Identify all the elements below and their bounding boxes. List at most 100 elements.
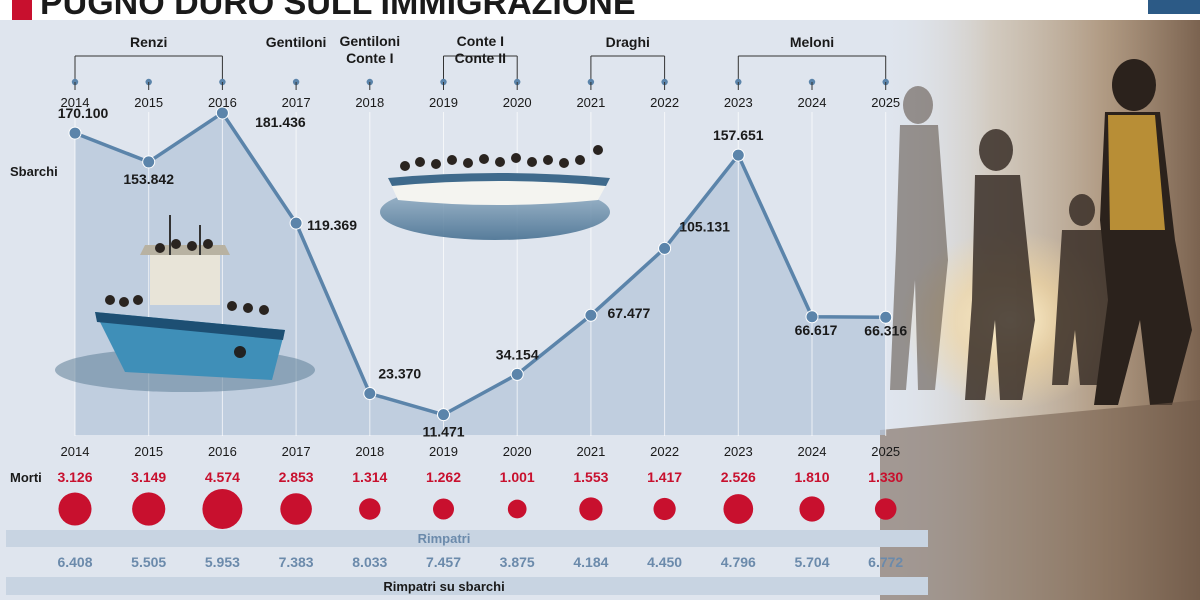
- sbarchi-line: [74, 111, 886, 417]
- gov-label-4: Draghi: [606, 34, 650, 50]
- sbarchi-value-2019: 11.471: [422, 424, 464, 440]
- morti-value-2025: 1.330: [868, 469, 903, 485]
- rimpatri-value-2015: 5.505: [131, 554, 166, 570]
- rubber-boat-illustration: [380, 145, 610, 240]
- sbarchi-point-2022: [658, 241, 672, 255]
- migrants-photo: [880, 20, 1200, 600]
- sbarchi-point-2018: [363, 387, 377, 401]
- sbarchi-point-2015: [142, 155, 156, 169]
- sbarchi-value-2025: 66.316: [864, 322, 907, 338]
- year-label-bottom-2018: 2018: [355, 444, 384, 459]
- morti-bubble-2022: [653, 497, 676, 521]
- gov-label-5: Meloni: [790, 34, 834, 50]
- morti-bubble-2018: [359, 498, 381, 520]
- sbarchi-point-2020: [510, 367, 524, 381]
- morti-bubble-2023: [723, 494, 754, 524]
- morti-value-2014: 3.126: [57, 469, 92, 485]
- year-label-bottom-2022: 2022: [650, 444, 679, 459]
- morti-value-2020: 1.001: [500, 469, 535, 485]
- year-label-bottom-2021: 2021: [576, 444, 605, 459]
- sbarchi-point-2024: [805, 310, 819, 324]
- title-accent: [12, 0, 32, 20]
- morti-bubble-2016: [202, 489, 243, 529]
- morti-value-2015: 3.149: [131, 469, 166, 485]
- year-label-top-2020: 2020: [503, 95, 532, 110]
- sbarchi-value-2023: 157.651: [713, 127, 764, 143]
- morti-value-2022: 1.417: [647, 469, 682, 485]
- rimpatri-value-2019: 7.457: [426, 554, 461, 570]
- sbarchi-value-2018: 23.370: [378, 366, 421, 382]
- rimpatri-band: [6, 530, 928, 547]
- sbarchi-point-2021: [584, 308, 598, 322]
- year-label-top-2023: 2023: [724, 95, 753, 110]
- sbarchi-value-2014: 170.100: [58, 105, 109, 121]
- gov-label-1: Gentiloni: [266, 34, 327, 50]
- series-label-sbarchi: Sbarchi: [10, 164, 58, 179]
- ratio-band-label: Rimpatri su sbarchi: [383, 579, 504, 594]
- rimpatri-value-2022: 4.450: [647, 554, 682, 570]
- morti-bubble-2024: [799, 496, 825, 522]
- sbarchi-point-2016: [215, 106, 229, 120]
- ratio-band: [6, 577, 928, 595]
- year-label-top-2014: 2014: [61, 95, 90, 110]
- year-label-top-2018: 2018: [355, 95, 384, 110]
- morti-bubble-2020: [507, 499, 527, 519]
- morti-value-2021: 1.553: [573, 469, 608, 485]
- migrant-boat-illustration: [55, 215, 315, 392]
- sbarchi-point-2019: [437, 408, 450, 422]
- rimpatri-value-2024: 5.704: [794, 554, 829, 570]
- sbarchi-point-2023: [731, 148, 745, 162]
- year-label-bottom-2017: 2017: [282, 444, 311, 459]
- sbarchi-point-2017: [289, 216, 303, 230]
- year-label-top-2017: 2017: [282, 95, 311, 110]
- sbarchi-value-2024: 66.617: [795, 322, 838, 338]
- series-label-rimpatri: Rimpatri: [418, 531, 471, 546]
- sbarchi-value-2021: 67.477: [607, 305, 650, 321]
- sbarchi-value-2016: 181.436: [255, 114, 306, 130]
- rimpatri-value-2018: 8.033: [352, 554, 387, 570]
- year-label-top-2019: 2019: [429, 95, 458, 110]
- sbarchi-point-2014: [68, 126, 82, 140]
- morti-bubble-2021: [579, 497, 603, 521]
- rimpatri-value-2016: 5.953: [205, 554, 240, 570]
- morti-value-2018: 1.314: [352, 469, 387, 485]
- year-label-top-2021: 2021: [576, 95, 605, 110]
- year-label-top-2025: 2025: [871, 95, 900, 110]
- morti-value-2024: 1.810: [794, 469, 829, 485]
- morti-bubble-2025: [874, 498, 897, 520]
- sbarchi-point-2025: [879, 310, 893, 324]
- page-title: PUGNO DURO SULL'IMMIGRAZIONE: [40, 0, 636, 22]
- rimpatri-value-2023: 4.796: [721, 554, 756, 570]
- series-label-morti: Morti: [10, 470, 42, 485]
- gov-label-2: Gentiloni Conte I: [339, 33, 400, 66]
- rimpatri-value-2014: 6.408: [57, 554, 92, 570]
- morti-value-2019: 1.262: [426, 469, 461, 485]
- morti-bubble-2014: [58, 492, 92, 526]
- morti-bubble-2019: [432, 498, 455, 520]
- morti-bubble-2015: [132, 492, 166, 526]
- year-label-top-2024: 2024: [798, 95, 827, 110]
- rimpatri-value-2020: 3.875: [500, 554, 535, 570]
- year-label-bottom-2015: 2015: [134, 444, 163, 459]
- gov-label-0: Renzi: [130, 34, 167, 50]
- year-label-bottom-2019: 2019: [429, 444, 458, 459]
- year-label-bottom-2014: 2014: [61, 444, 90, 459]
- sbarchi-value-2020: 34.154: [496, 346, 539, 362]
- morti-value-2016: 4.574: [205, 469, 240, 485]
- sbarchi-value-2017: 119.369: [307, 217, 357, 233]
- year-label-top-2015: 2015: [134, 95, 163, 110]
- rimpatri-value-2017: 7.383: [279, 554, 314, 570]
- sbarchi-value-2022: 105.131: [679, 218, 730, 234]
- rimpatri-value-2025: 6.772: [868, 554, 903, 570]
- morti-value-2017: 2.853: [279, 469, 314, 485]
- year-label-bottom-2024: 2024: [798, 444, 827, 459]
- year-label-top-2022: 2022: [650, 95, 679, 110]
- morti-bubble-2017: [280, 493, 312, 525]
- year-label-bottom-2016: 2016: [208, 444, 237, 459]
- year-label-bottom-2023: 2023: [724, 444, 753, 459]
- publisher-logo: [1148, 0, 1200, 14]
- year-label-bottom-2025: 2025: [871, 444, 900, 459]
- sbarchi-value-2015: 153.842: [123, 171, 174, 187]
